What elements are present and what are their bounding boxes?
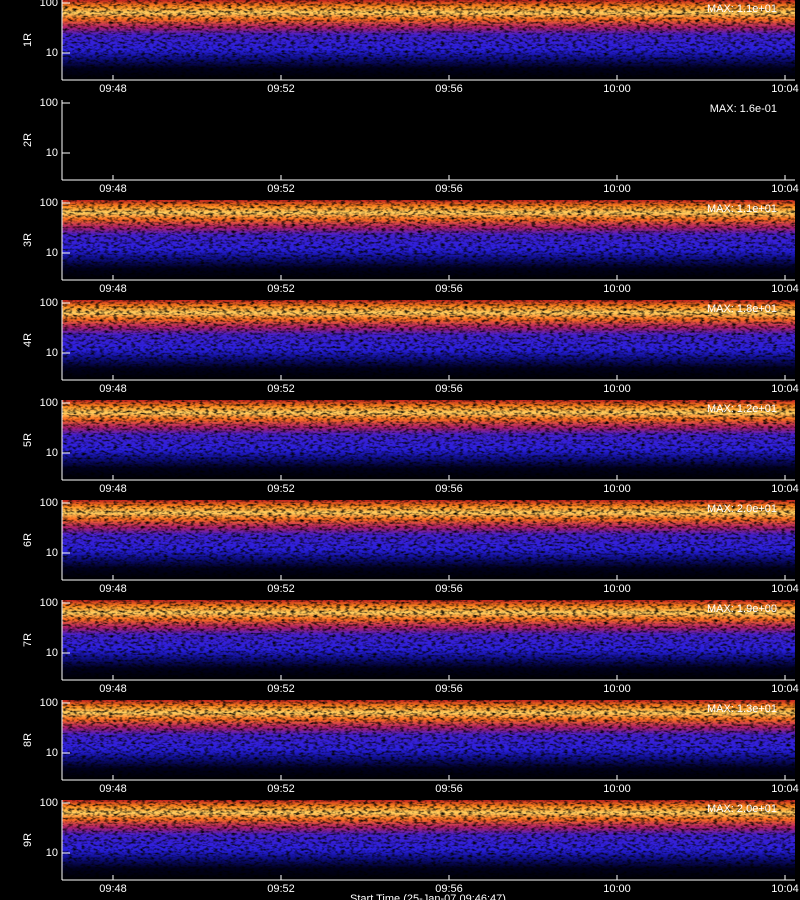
x-tick-label: 10:00 bbox=[603, 483, 631, 495]
spectrogram-noise bbox=[62, 700, 795, 780]
x-tick-label: 10:04 bbox=[771, 383, 799, 395]
x-tick-label: 09:48 bbox=[99, 183, 127, 195]
x-tick-label: 09:56 bbox=[435, 583, 463, 595]
y-axis-label: 6R bbox=[22, 533, 34, 547]
y-tick-label: 10 bbox=[46, 847, 58, 859]
max-annotation: MAX: 1.1e+01 bbox=[707, 203, 777, 215]
y-tick-label: 10 bbox=[46, 747, 58, 759]
x-tick-label: 10:04 bbox=[771, 583, 799, 595]
spectrogram-noise bbox=[62, 200, 795, 280]
x-tick-label: 09:52 bbox=[267, 283, 295, 295]
max-annotation: MAX: 1.8e+01 bbox=[707, 303, 777, 315]
y-tick-label: 100 bbox=[40, 0, 58, 9]
x-tick-label: 09:56 bbox=[435, 483, 463, 495]
y-axis-label: 4R bbox=[22, 333, 34, 347]
y-axis-label: 3R bbox=[22, 233, 34, 247]
y-axis-label: 2R bbox=[22, 133, 34, 147]
x-tick-label: 09:56 bbox=[435, 883, 463, 895]
max-annotation: MAX: 1.3e+01 bbox=[707, 703, 777, 715]
x-tick-label: 10:00 bbox=[603, 183, 631, 195]
x-tick-label: 10:00 bbox=[603, 783, 631, 795]
y-tick-label: 10 bbox=[46, 647, 58, 659]
x-axis-label: Start Time (25-Jan-07 09:46:47) bbox=[350, 893, 506, 900]
x-tick-label: 09:48 bbox=[99, 683, 127, 695]
y-axis-label: 1R bbox=[22, 33, 34, 47]
y-tick-label: 100 bbox=[40, 697, 58, 709]
x-tick-label: 09:56 bbox=[435, 83, 463, 95]
x-tick-label: 09:52 bbox=[267, 483, 295, 495]
x-tick-label: 10:04 bbox=[771, 83, 799, 95]
x-tick-label: 09:56 bbox=[435, 683, 463, 695]
x-tick-label: 09:52 bbox=[267, 83, 295, 95]
x-tick-label: 10:04 bbox=[771, 483, 799, 495]
x-tick-label: 09:52 bbox=[267, 183, 295, 195]
x-tick-label: 10:00 bbox=[603, 883, 631, 895]
x-tick-label: 09:48 bbox=[99, 483, 127, 495]
y-axis-label: 7R bbox=[22, 633, 34, 647]
spectrogram-noise bbox=[62, 0, 795, 80]
x-tick-label: 10:00 bbox=[603, 583, 631, 595]
y-tick-label: 10 bbox=[46, 447, 58, 459]
x-tick-label: 09:56 bbox=[435, 283, 463, 295]
y-tick-label: 10 bbox=[46, 547, 58, 559]
x-tick-label: 09:48 bbox=[99, 783, 127, 795]
max-annotation: MAX: 1.9e+00 bbox=[707, 603, 777, 615]
x-tick-label: 09:52 bbox=[267, 583, 295, 595]
y-tick-label: 100 bbox=[40, 397, 58, 409]
x-tick-label: 10:00 bbox=[603, 683, 631, 695]
x-tick-label: 09:48 bbox=[99, 283, 127, 295]
y-tick-label: 10 bbox=[46, 47, 58, 59]
spectrogram-noise bbox=[62, 300, 795, 380]
x-tick-label: 10:04 bbox=[771, 683, 799, 695]
x-tick-label: 09:52 bbox=[267, 683, 295, 695]
x-tick-label: 10:00 bbox=[603, 383, 631, 395]
x-tick-label: 09:48 bbox=[99, 583, 127, 595]
x-tick-label: 09:52 bbox=[267, 783, 295, 795]
spectrogram-noise bbox=[62, 600, 795, 680]
x-tick-label: 09:48 bbox=[99, 883, 127, 895]
y-tick-label: 100 bbox=[40, 97, 58, 109]
y-axis-label: 5R bbox=[22, 433, 34, 447]
y-tick-label: 100 bbox=[40, 297, 58, 309]
y-tick-label: 100 bbox=[40, 497, 58, 509]
x-tick-label: 09:52 bbox=[267, 383, 295, 395]
y-tick-label: 100 bbox=[40, 197, 58, 209]
x-tick-label: 09:56 bbox=[435, 783, 463, 795]
x-tick-label: 09:48 bbox=[99, 83, 127, 95]
x-tick-label: 09:56 bbox=[435, 183, 463, 195]
y-tick-label: 10 bbox=[46, 147, 58, 159]
x-tick-label: 09:56 bbox=[435, 383, 463, 395]
y-tick-label: 100 bbox=[40, 597, 58, 609]
y-axis-label: 9R bbox=[22, 833, 34, 847]
y-tick-label: 10 bbox=[46, 347, 58, 359]
y-tick-label: 10 bbox=[46, 247, 58, 259]
x-tick-label: 10:00 bbox=[603, 283, 631, 295]
spectrogram-noise bbox=[62, 800, 795, 880]
y-tick-label: 100 bbox=[40, 797, 58, 809]
max-annotation: MAX: 2.0e+01 bbox=[707, 503, 777, 515]
max-annotation: MAX: 1.2e+01 bbox=[707, 403, 777, 415]
x-tick-label: 10:04 bbox=[771, 883, 799, 895]
spectrogram-noise bbox=[62, 400, 795, 480]
x-tick-label: 10:04 bbox=[771, 183, 799, 195]
max-annotation: MAX: 1.1e+01 bbox=[707, 3, 777, 15]
max-annotation: MAX: 1.6e-01 bbox=[710, 103, 777, 115]
x-tick-label: 09:52 bbox=[267, 883, 295, 895]
x-tick-label: 10:04 bbox=[771, 283, 799, 295]
x-tick-label: 09:48 bbox=[99, 383, 127, 395]
x-tick-label: 10:04 bbox=[771, 783, 799, 795]
max-annotation: MAX: 2.0e+01 bbox=[707, 803, 777, 815]
x-tick-label: 10:00 bbox=[603, 83, 631, 95]
y-axis-label: 8R bbox=[22, 733, 34, 747]
spectrogram-noise bbox=[62, 500, 795, 580]
